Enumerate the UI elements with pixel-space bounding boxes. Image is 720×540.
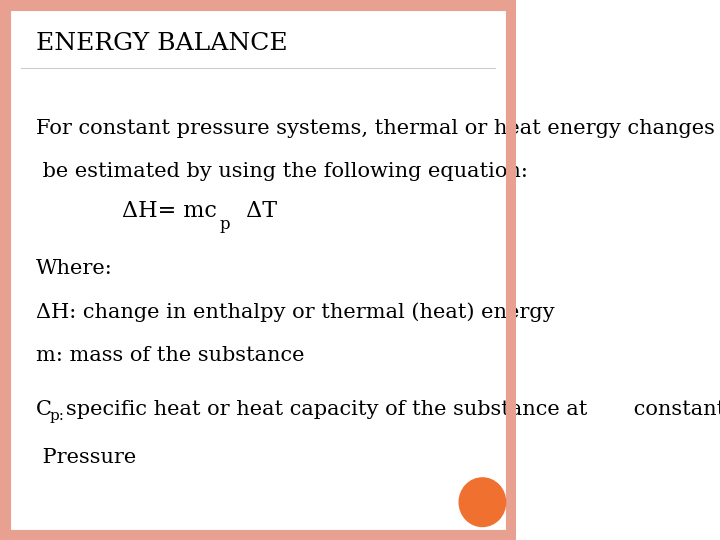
Text: p:: p: [50, 409, 65, 423]
Text: Pressure: Pressure [36, 448, 136, 467]
Text: ΔH= mc: ΔH= mc [122, 200, 217, 221]
Text: p: p [220, 216, 230, 233]
Text: m: mass of the substance: m: mass of the substance [36, 346, 305, 365]
Text: C: C [36, 400, 52, 419]
Text: ENERGY BALANCE: ENERGY BALANCE [36, 32, 288, 56]
Text: Where:: Where: [36, 259, 113, 278]
Text: For constant pressure systems, thermal or heat energy changes can: For constant pressure systems, thermal o… [36, 119, 720, 138]
Text: be estimated by using the following equation:: be estimated by using the following equa… [36, 162, 528, 181]
Text: specific heat or heat capacity of the substance at       constant: specific heat or heat capacity of the su… [66, 400, 720, 419]
Text: ΔH: change in enthalpy or thermal (heat) energy: ΔH: change in enthalpy or thermal (heat)… [36, 302, 554, 322]
Circle shape [459, 478, 505, 526]
Text: ΔT: ΔT [239, 200, 277, 221]
